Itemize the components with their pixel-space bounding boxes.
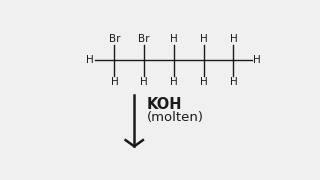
Text: H: H <box>170 34 178 44</box>
Text: H: H <box>229 77 237 87</box>
Text: (molten): (molten) <box>147 111 204 124</box>
Text: H: H <box>170 77 178 87</box>
Text: H: H <box>253 55 261 65</box>
Text: Br: Br <box>139 34 150 44</box>
Text: H: H <box>200 34 208 44</box>
Text: H: H <box>140 77 148 87</box>
Text: H: H <box>229 34 237 44</box>
Text: H: H <box>200 77 208 87</box>
Text: H: H <box>110 77 118 87</box>
Text: H: H <box>86 55 93 65</box>
Text: Br: Br <box>109 34 120 44</box>
Text: KOH: KOH <box>147 97 182 112</box>
